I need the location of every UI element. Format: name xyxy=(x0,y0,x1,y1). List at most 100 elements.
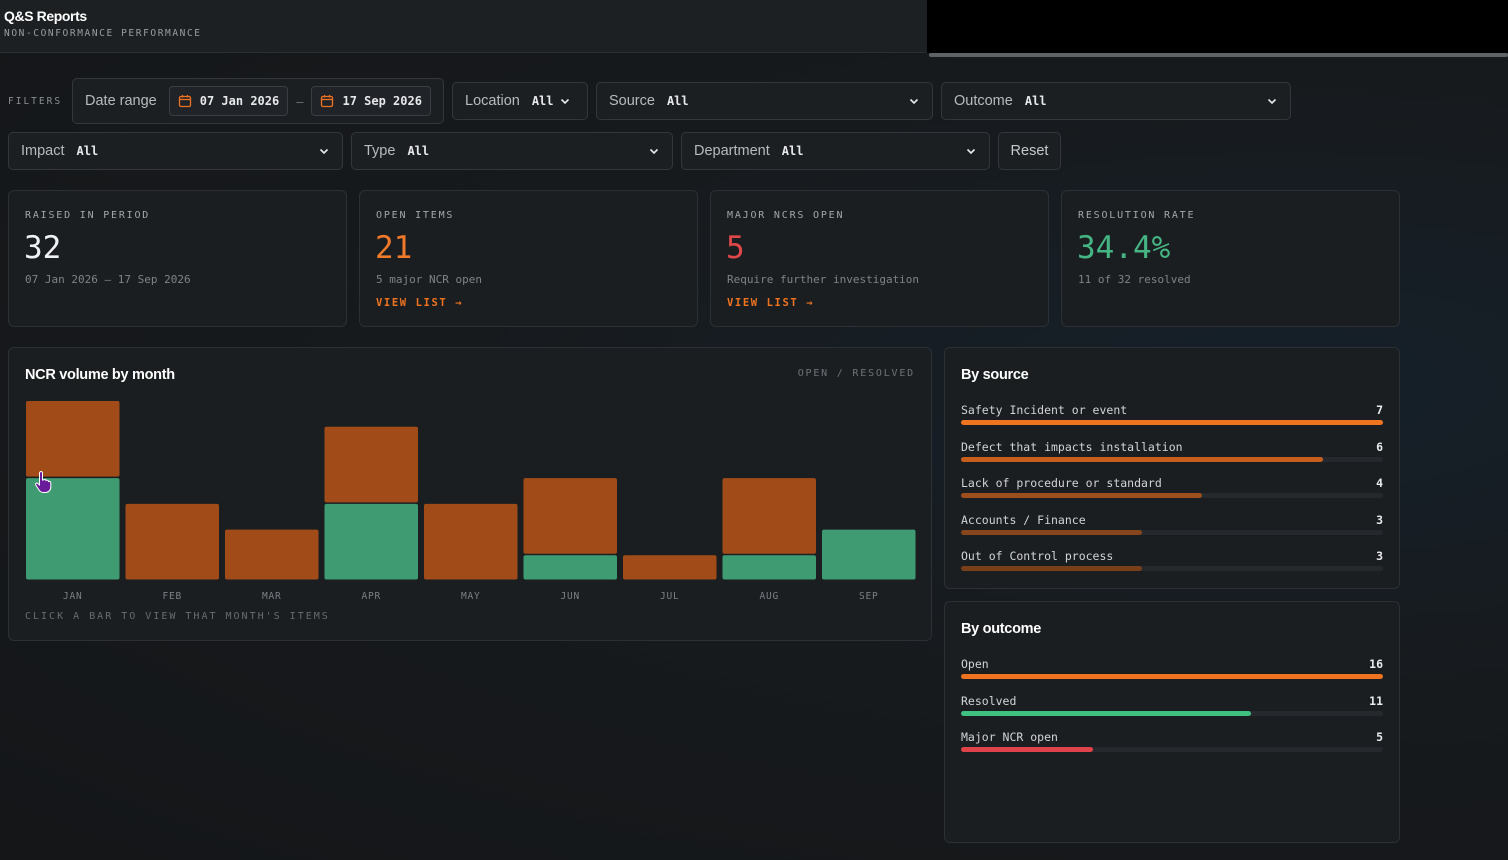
list-item[interactable]: Defect that impacts installation 6 xyxy=(961,440,1383,470)
page-title: Q&S Reports xyxy=(4,8,87,24)
chevron-down-icon xyxy=(909,98,919,105)
outcome-label: Outcome xyxy=(954,93,1013,109)
chart-title: NCR volume by month xyxy=(25,367,175,383)
x-tick-label: JUL xyxy=(660,591,680,602)
list-item-label: Out of Control process xyxy=(961,549,1114,563)
bar-resolved-jan[interactable] xyxy=(26,478,120,580)
bar-open-mar[interactable] xyxy=(225,529,319,580)
progress-track xyxy=(961,493,1383,498)
bar-resolved-apr[interactable] xyxy=(324,503,419,580)
progress-fill xyxy=(961,674,1383,679)
start-date-picker[interactable]: 07 Jan 2026 xyxy=(168,86,289,116)
view-list-link[interactable]: VIEW LIST → xyxy=(376,297,464,309)
kpi-raised-in-period: RAISED IN PERIOD 32 07 Jan 2026 – 17 Sep… xyxy=(8,190,347,327)
by-outcome-card: By outcome Open 16 Resolved 11 Major NCR ope… xyxy=(944,601,1400,843)
calendar-icon xyxy=(321,95,334,108)
bar-open-apr[interactable] xyxy=(324,426,419,503)
progress-track xyxy=(961,456,1383,462)
list-item[interactable]: Accounts / Finance 3 xyxy=(961,513,1383,543)
impact-value: All xyxy=(76,144,99,158)
x-tick-label: JUN xyxy=(560,591,580,602)
progress-fill xyxy=(961,710,1252,716)
type-value: All xyxy=(407,144,430,158)
date-range-filter: Date range 07 Jan 2026 – 17 Sep 2026 xyxy=(72,78,444,124)
progress-fill xyxy=(961,456,1323,462)
top-bar: Q&S Reports NON-CONFORMANCE PERFORMANCE xyxy=(0,0,927,53)
ncr-volume-chart: JAN FEB MAR APR MAY JUN JUL AUG SEP xyxy=(26,401,916,602)
list-item[interactable]: Open 16 xyxy=(961,657,1383,687)
progress-fill xyxy=(961,493,1203,498)
x-tick-label: FEB xyxy=(162,591,182,602)
x-tick-label: MAR xyxy=(262,591,282,602)
list-item-count: 7 xyxy=(1376,403,1383,417)
location-filter[interactable]: Location All xyxy=(452,82,588,120)
progress-fill xyxy=(961,420,1383,425)
chevron-down-icon xyxy=(560,98,570,105)
list-item-count: 4 xyxy=(1376,476,1383,490)
kpi-subtext: 5 major NCR open xyxy=(376,273,482,286)
list-item-label: Resolved xyxy=(961,693,1017,708)
list-item[interactable]: Lack of procedure or standard 4 xyxy=(961,476,1383,506)
list-item-label: Major NCR open xyxy=(961,730,1058,744)
bar-resolved-jun[interactable] xyxy=(523,555,618,580)
list-item-label: Open xyxy=(961,657,989,671)
view-list-link[interactable]: VIEW LIST → xyxy=(727,297,815,309)
kpi-label: MAJOR NCRS OPEN xyxy=(727,210,845,221)
calendar-icon xyxy=(178,95,191,108)
list-item[interactable]: Out of Control process 3 xyxy=(961,549,1383,579)
bar-resolved-aug[interactable] xyxy=(722,555,817,580)
date-separator: – xyxy=(296,93,304,109)
bar-open-jul[interactable] xyxy=(623,555,717,580)
list-item[interactable]: Resolved 11 xyxy=(961,694,1383,724)
progress-track xyxy=(961,710,1383,716)
x-tick-label: JAN xyxy=(63,591,83,602)
type-filter[interactable]: Type All xyxy=(351,132,673,170)
bar-resolved-sep[interactable] xyxy=(822,529,916,580)
progress-track xyxy=(961,747,1383,752)
kpi-label: RESOLUTION RATE xyxy=(1078,210,1196,221)
chevron-down-icon xyxy=(966,148,976,155)
department-label: Department xyxy=(694,143,770,159)
list-item[interactable]: Major NCR open 5 xyxy=(961,730,1383,760)
source-filter[interactable]: Source All xyxy=(596,82,933,120)
blank-panel xyxy=(927,0,1508,53)
progress-fill xyxy=(961,747,1093,752)
bar-open-aug[interactable] xyxy=(722,478,817,554)
x-tick-label: APR xyxy=(361,591,381,602)
kpi-value: 32 xyxy=(24,230,62,266)
outcome-value: All xyxy=(1024,94,1047,108)
bar-open-may[interactable] xyxy=(424,503,518,580)
list-item-count: 5 xyxy=(1376,730,1383,744)
list-item-label: Accounts / Finance xyxy=(961,512,1086,527)
progress-fill xyxy=(961,566,1142,571)
chevron-down-icon xyxy=(1267,98,1277,105)
impact-filter[interactable]: Impact All xyxy=(8,132,343,170)
department-filter[interactable]: Department All xyxy=(681,132,990,170)
location-label: Location xyxy=(465,93,520,109)
progress-fill xyxy=(961,529,1142,535)
progress-track xyxy=(961,529,1383,535)
horizontal-scrollbar[interactable] xyxy=(929,53,1508,57)
bar-open-jun[interactable] xyxy=(523,478,618,554)
chart-legend: OPEN / RESOLVED xyxy=(797,368,915,379)
bar-open-feb[interactable] xyxy=(125,503,220,580)
list-item-label: Safety Incident or event xyxy=(961,403,1128,417)
end-date-picker[interactable]: 17 Sep 2026 xyxy=(311,86,431,116)
reset-button[interactable]: Reset xyxy=(998,132,1061,170)
ncr-volume-card: JAN FEB MAR APR MAY JUN JUL AUG SEP NCR volume b… xyxy=(8,347,932,641)
bar-open-jan[interactable] xyxy=(26,401,120,477)
outcome-filter[interactable]: Outcome All xyxy=(941,82,1291,120)
page-subtitle: NON-CONFORMANCE PERFORMANCE xyxy=(4,28,202,39)
department-value: All xyxy=(781,144,804,158)
by-outcome-title: By outcome xyxy=(961,621,1041,637)
kpi-open-items: OPEN ITEMS 21 5 major NCR open VIEW LIST… xyxy=(359,190,698,327)
kpi-subtext: 11 of 32 resolved xyxy=(1078,273,1191,286)
list-item-label: Defect that impacts installation xyxy=(961,439,1183,454)
list-item-label: Lack of procedure or standard xyxy=(961,476,1162,490)
list-item-count: 6 xyxy=(1376,439,1383,454)
kpi-label: RAISED IN PERIOD xyxy=(25,210,151,221)
progress-track xyxy=(961,420,1383,425)
x-tick-label: SEP xyxy=(859,591,879,602)
list-item[interactable]: Safety Incident or event 7 xyxy=(961,403,1383,433)
chevron-down-icon xyxy=(319,148,329,155)
